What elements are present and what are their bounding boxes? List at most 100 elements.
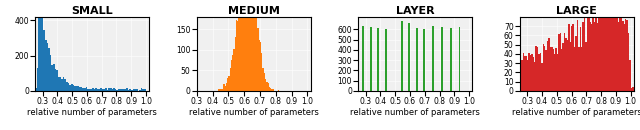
Bar (585, 42, 587, 91)
Bar (235, 37, 236, 91)
Bar (537, 47, 538, 91)
Bar (527, 60, 529, 91)
Bar (243, 0, 244, 91)
Bar (563, 43, 564, 91)
Bar (66, 82, 68, 91)
Bar (47, 43, 48, 91)
Bar (100, 88, 102, 91)
Bar (136, 89, 138, 91)
Bar (261, 53, 262, 91)
Bar (251, 0, 252, 91)
Bar (577, 20, 578, 91)
Bar (604, 5, 605, 91)
Bar (244, 0, 246, 91)
Bar (56, 70, 58, 91)
Bar (602, 10, 604, 91)
Bar (270, 88, 271, 91)
Bar (548, 38, 550, 91)
Bar (108, 88, 110, 91)
X-axis label: relative number of parameters: relative number of parameters (512, 108, 640, 117)
Bar (543, 44, 544, 91)
Bar (459, 27, 460, 91)
Bar (622, 21, 623, 91)
Bar (565, 38, 567, 91)
Bar (523, 53, 524, 91)
Bar (587, 5, 588, 91)
Bar (266, 82, 268, 91)
Bar (51, 65, 53, 91)
Bar (226, 83, 227, 91)
Bar (231, 60, 232, 91)
Bar (253, 0, 255, 91)
Bar (578, 47, 580, 91)
Bar (241, 0, 243, 91)
Bar (38, 0, 40, 91)
Bar (614, 0, 615, 91)
Bar (58, 77, 60, 91)
Bar (408, 23, 410, 91)
X-axis label: relative number of parameters: relative number of parameters (27, 108, 157, 117)
Bar (271, 89, 273, 91)
Bar (607, 0, 608, 91)
Bar (132, 89, 134, 91)
Bar (250, 0, 251, 91)
Bar (567, 40, 568, 91)
Bar (259, 40, 260, 91)
Bar (558, 34, 559, 91)
Bar (628, 33, 629, 91)
Bar (246, 0, 247, 91)
Bar (594, 22, 595, 91)
Title: MEDIUM: MEDIUM (228, 6, 280, 16)
Bar (93, 89, 95, 91)
Bar (385, 29, 387, 91)
Bar (532, 57, 534, 91)
Bar (115, 89, 116, 91)
Bar (77, 86, 79, 91)
Bar (223, 84, 225, 91)
Bar (441, 27, 443, 91)
Bar (128, 90, 129, 91)
Bar (574, 47, 575, 91)
Bar (625, 19, 627, 91)
Bar (572, 24, 574, 91)
Bar (262, 68, 264, 91)
Bar (44, 30, 45, 91)
Bar (547, 41, 548, 91)
Bar (87, 89, 89, 91)
Bar (237, 21, 239, 91)
Bar (76, 86, 77, 91)
Bar (541, 63, 543, 91)
Bar (74, 86, 76, 91)
Bar (256, 15, 257, 91)
Bar (370, 27, 372, 91)
Bar (591, 24, 593, 91)
Bar (568, 24, 570, 91)
Bar (227, 78, 228, 91)
Bar (129, 89, 131, 91)
Bar (588, 15, 589, 91)
Bar (615, 8, 616, 91)
Bar (234, 49, 235, 91)
Bar (102, 89, 104, 91)
Bar (564, 33, 565, 91)
Bar (589, 22, 591, 91)
Bar (45, 40, 47, 91)
Bar (37, 68, 38, 91)
Bar (268, 83, 269, 91)
Bar (232, 55, 234, 91)
Bar (401, 21, 403, 91)
Bar (545, 50, 547, 91)
Title: SMALL: SMALL (71, 6, 113, 16)
Bar (134, 89, 136, 91)
Bar (536, 46, 537, 91)
Bar (278, 90, 279, 91)
Bar (423, 29, 425, 91)
Bar (144, 89, 146, 91)
Bar (240, 0, 241, 91)
Bar (416, 28, 417, 91)
Bar (575, 36, 577, 91)
Bar (140, 90, 141, 91)
Bar (50, 55, 51, 91)
Bar (598, 6, 600, 91)
Bar (141, 88, 143, 91)
